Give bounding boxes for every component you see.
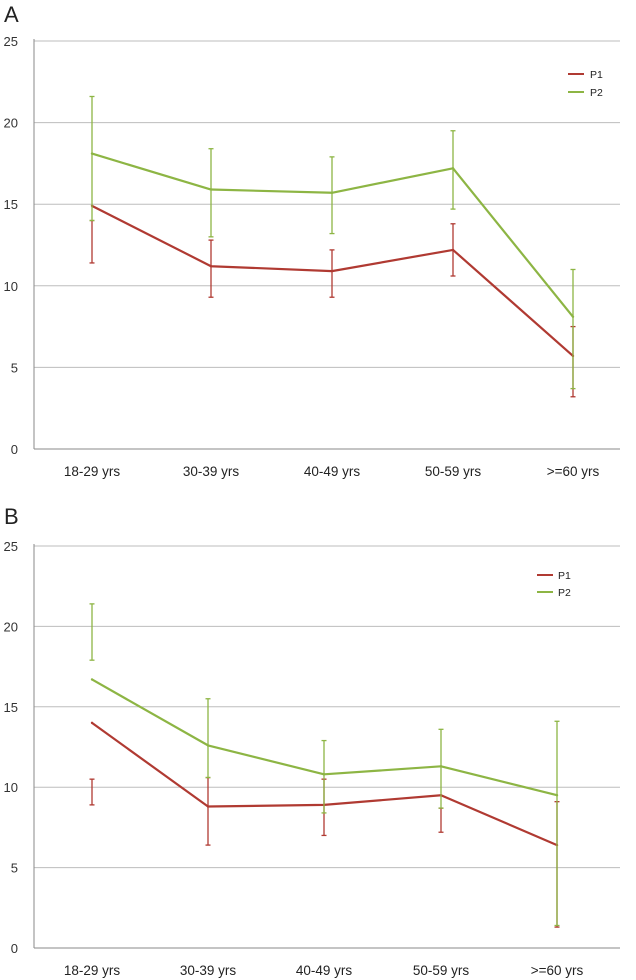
panel-b-xtick-label: 18-29 yrs [64, 963, 121, 978]
panel-a-p2-point [90, 152, 94, 155]
panel-a-legend-label-p2: P2 [590, 87, 603, 99]
panel-a-legend-label-p1: P1 [590, 69, 603, 81]
panel-a-ytick-label: 15 [4, 197, 18, 212]
panel-b-ytick-label: 5 [11, 861, 18, 876]
panel-b-p2-point [439, 765, 443, 768]
panel-b-p2-point [555, 794, 559, 797]
panel-b-xtick-label: 30-39 yrs [180, 963, 237, 978]
panel-b-ytick-label: 25 [4, 539, 18, 554]
panel-b-label: B [4, 504, 19, 529]
panel-b-p2-point [322, 773, 326, 776]
panel-a-ytick-label: 10 [4, 279, 18, 294]
panel-b-ytick-label: 20 [4, 619, 18, 634]
panel-a-p2-point [209, 188, 213, 191]
chart-panel-a: 0 5 10 15 20 25 18-29 yrs 30-39 yrs 40-49 yrs 50-… [4, 34, 620, 479]
panel-b-ytick-label: 0 [11, 941, 18, 956]
panel-a-xtick-label: >=60 yrs [547, 464, 600, 479]
panel-a-p1-point [451, 248, 455, 252]
panel-b-p2-point [90, 678, 94, 681]
panel-a-ytick-label: 0 [11, 442, 18, 457]
panel-b-xtick-label: 50-59 yrs [413, 963, 470, 978]
panel-b-xtick-label: >=60 yrs [531, 963, 584, 978]
panel-a-xtick-label: 18-29 yrs [64, 464, 121, 479]
panel-b-p1-point [206, 805, 210, 808]
panel-a-p2-point [330, 191, 334, 194]
panel-b-p2-point [206, 744, 210, 747]
panel-a-label: A [4, 2, 19, 27]
panel-b-ytick-label: 10 [4, 780, 18, 795]
panel-a-xtick-label: 50-59 yrs [425, 464, 482, 479]
panel-a-ytick-label: 25 [4, 34, 18, 49]
panel-b-p1-point [90, 721, 94, 725]
panel-a-xtick-label: 40-49 yrs [304, 464, 361, 479]
panel-a-xtick-label: 30-39 yrs [183, 464, 240, 479]
panel-a-p2-point [451, 167, 455, 170]
panel-b-xtick-label: 40-49 yrs [296, 963, 353, 978]
panel-a-p2-point [571, 315, 575, 319]
panel-a-p1-point [330, 269, 334, 273]
panel-b-legend-label-p2: P2 [558, 587, 571, 599]
panel-a-ytick-label: 5 [11, 360, 18, 375]
chart-panel-b: 0 5 10 15 20 25 18-29 yrs 30-39 yrs 40-49 yrs 50-… [4, 539, 620, 978]
panel-a-ytick-label: 20 [4, 116, 18, 131]
panel-a-p1-point [209, 265, 213, 268]
panel-b-ytick-label: 15 [4, 700, 18, 715]
panel-b-legend-label-p1: P1 [558, 570, 571, 582]
